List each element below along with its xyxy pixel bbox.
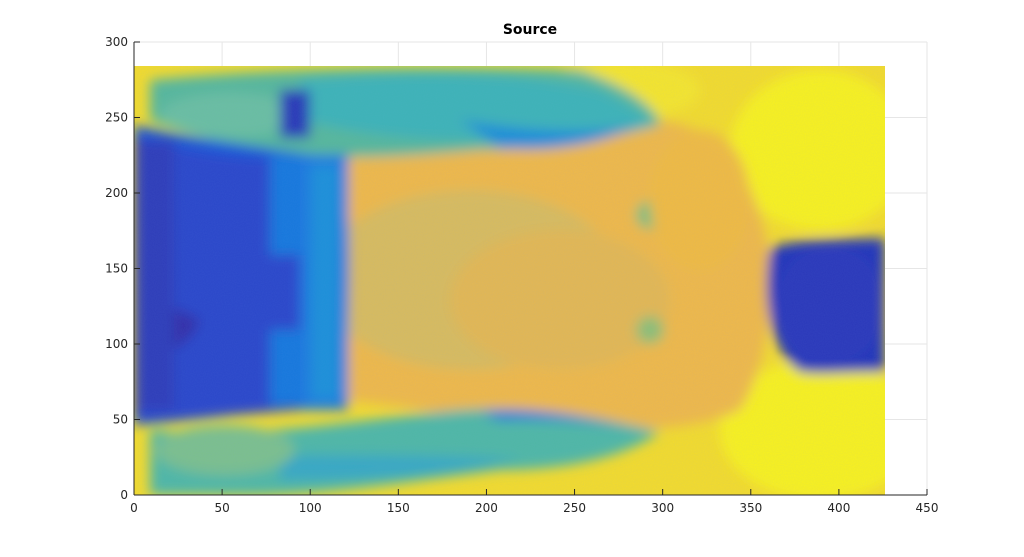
chart-title: Source (503, 22, 557, 38)
x-tick-label: 450 (916, 501, 939, 515)
y-tick-label: 50 (113, 413, 128, 427)
x-tick-label: 400 (827, 501, 850, 515)
x-tick-labels: 0 50 100 150 200 250 300 350 400 450 (130, 501, 938, 515)
axes-frame (133, 41, 928, 496)
y-tick-labels: 0 50 100 150 200 250 300 (105, 35, 128, 502)
x-tick-label: 200 (475, 501, 498, 515)
x-tick-label: 100 (299, 501, 322, 515)
y-tick-label: 250 (105, 111, 128, 125)
heatmap-image (134, 66, 885, 495)
x-tick-label: 0 (130, 501, 138, 515)
y-tick-label: 150 (105, 262, 128, 276)
y-tick-label: 200 (105, 186, 128, 200)
y-tick-label: 300 (105, 35, 128, 49)
x-tick-label: 350 (739, 501, 762, 515)
x-tick-label: 250 (563, 501, 586, 515)
x-tick-label: 50 (214, 501, 229, 515)
y-tick-label: 0 (120, 488, 128, 502)
x-tick-label: 150 (387, 501, 410, 515)
y-tick-label: 100 (105, 337, 128, 351)
x-tick-label: 300 (651, 501, 674, 515)
